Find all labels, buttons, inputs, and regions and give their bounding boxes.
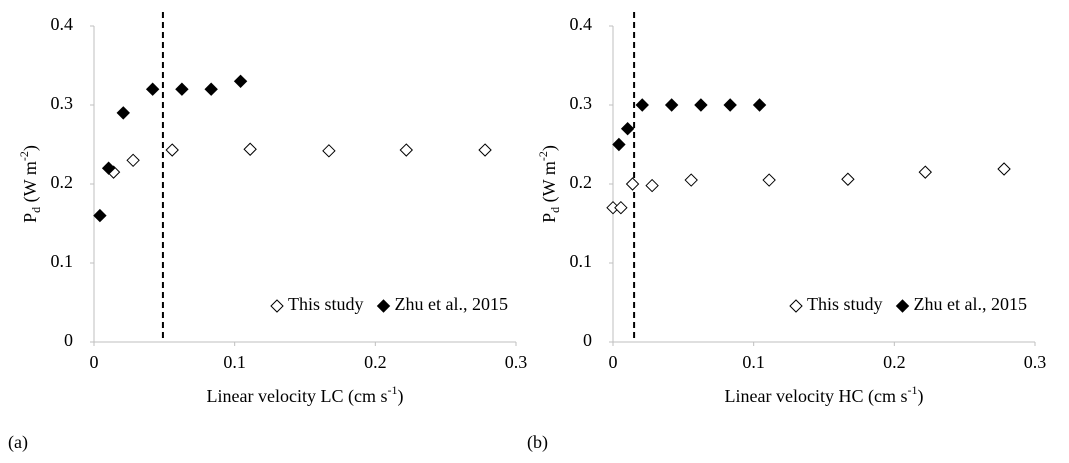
data-point <box>204 82 218 96</box>
data-point <box>165 143 179 157</box>
y-tick-label: 0.4 <box>570 14 593 34</box>
x-axis-label: Linear velocity LC (cm s-1) <box>207 383 404 407</box>
data-point <box>645 178 659 193</box>
y-tick-label: 0.3 <box>570 93 593 113</box>
y-tick-label: 0.2 <box>51 172 74 192</box>
legend-label: Zhu et al., 2015 <box>914 294 1027 314</box>
x-axis-label: Linear velocity HC (cm s-1) <box>725 383 924 407</box>
legend-label: This study <box>288 294 364 314</box>
legend-marker <box>789 299 803 313</box>
data-point <box>233 74 248 89</box>
data-point <box>116 106 130 120</box>
x-tick-label: 0 <box>609 352 618 372</box>
data-point <box>664 98 679 112</box>
data-point <box>625 177 640 191</box>
x-tick-label: 0.1 <box>742 352 765 372</box>
x-tick-label: 0.2 <box>883 352 906 372</box>
legend-label: This study <box>807 294 883 314</box>
data-point <box>997 162 1011 176</box>
data-point <box>126 153 140 168</box>
data-point <box>684 173 698 187</box>
legend: Zhu et al., 2015 This study <box>789 294 1027 314</box>
panel-label: (a) <box>8 432 28 453</box>
data-point <box>93 208 107 223</box>
y-tick-label: 0.3 <box>51 93 74 113</box>
data-point <box>752 98 767 112</box>
data-point <box>145 82 160 96</box>
data-point <box>841 172 855 186</box>
legend-marker <box>270 299 284 313</box>
panel: 0 0.1 0.2 0.3 0.4 0 0.1 0.2 0.3 Zhu et al., 2015 T… <box>527 12 1046 453</box>
x-tick-label: 0 <box>90 352 99 372</box>
legend-label: Zhu et al., 2015 <box>395 294 508 314</box>
y-axis-label: Pd (W m-2) <box>536 145 562 223</box>
legend: Zhu et al., 2015 This study <box>270 294 508 314</box>
x-tick-label: 0.3 <box>505 352 528 372</box>
data-point <box>175 82 189 96</box>
data-point <box>399 143 413 157</box>
data-point <box>762 173 776 187</box>
data-point <box>620 121 635 136</box>
data-point <box>612 137 626 152</box>
legend-marker <box>376 299 391 313</box>
x-tick-label: 0.2 <box>364 352 387 372</box>
panel-label: (b) <box>527 432 548 453</box>
data-point <box>322 144 336 158</box>
legend-marker <box>895 299 910 313</box>
y-tick-label: 0.1 <box>570 251 593 271</box>
data-point <box>101 161 116 175</box>
y-tick-label: 0 <box>583 330 592 350</box>
data-point <box>918 165 932 179</box>
y-tick-label: 0.1 <box>51 251 74 271</box>
y-tick-label: 0.4 <box>51 14 74 34</box>
y-tick-label: 0.2 <box>570 172 593 192</box>
x-tick-label: 0.3 <box>1024 352 1047 372</box>
data-point <box>614 200 628 215</box>
panel: 0 0.1 0.2 0.3 0.4 0 0.1 0.2 0.3 Zhu et al., 2015 T… <box>8 12 527 453</box>
y-axis-label: Pd (W m-2) <box>17 145 43 223</box>
x-tick-label: 0.1 <box>223 352 246 372</box>
data-point <box>723 98 737 112</box>
y-tick-label: 0 <box>64 330 73 350</box>
data-point <box>635 98 649 112</box>
data-point <box>478 143 492 157</box>
data-point <box>694 98 708 112</box>
data-point <box>243 142 257 156</box>
